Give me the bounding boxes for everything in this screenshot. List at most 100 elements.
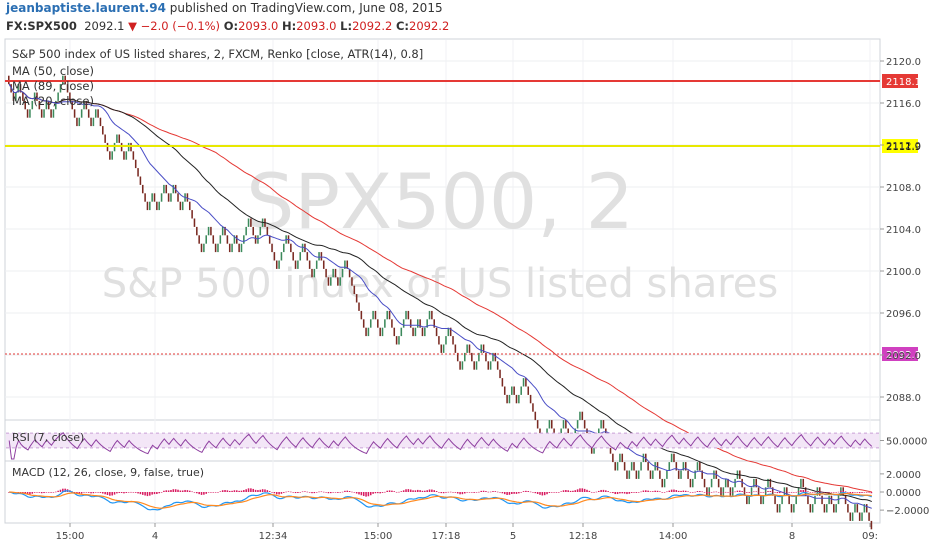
brick-down <box>271 243 273 253</box>
brick-up <box>781 495 783 505</box>
macd-hist-bar <box>661 492 663 493</box>
macd-hist-bar <box>412 490 414 492</box>
brick-down <box>153 193 156 202</box>
macd-hist-bar <box>360 492 363 496</box>
macd-hist-bar <box>38 492 41 493</box>
brick-down <box>703 478 706 488</box>
brick-down <box>583 420 586 429</box>
macd-hist-bar <box>80 492 83 494</box>
brick-up <box>854 504 856 513</box>
macd-hist-bar <box>433 490 435 492</box>
brick-down <box>409 319 412 328</box>
macd-hist-bar <box>369 492 372 496</box>
time-axis[interactable]: 15:00 4 12:34 15:00 17:18 5 12:18 14:00 8 09: <box>56 523 878 542</box>
brick-up <box>318 252 320 261</box>
brick-down <box>412 327 414 337</box>
macd-hist-bar <box>731 492 734 493</box>
macd-hist-bar <box>167 490 170 492</box>
macd-hist-bar <box>670 489 673 492</box>
brick-up <box>163 184 165 194</box>
brick-down <box>123 151 125 160</box>
macd-hist-bar <box>416 489 419 492</box>
grid <box>5 40 880 523</box>
brick-up <box>828 495 830 505</box>
brick-down <box>823 504 826 513</box>
macd-hist-bar <box>374 492 377 494</box>
brick-up <box>574 428 577 437</box>
brick-up <box>301 243 304 253</box>
x-tick-label: 5 <box>510 531 516 542</box>
ma50-line <box>8 83 872 503</box>
macd-hist-bar <box>795 491 797 493</box>
macd-hist-bar <box>104 492 106 495</box>
macd-hist-bar <box>788 491 790 493</box>
brick-up <box>475 361 478 370</box>
macd-hist-bar <box>800 490 802 492</box>
macd-hist-bar <box>163 490 165 492</box>
macd-hist-bar <box>776 492 779 494</box>
brick-up <box>402 319 405 328</box>
macd-hist-bar <box>355 492 358 494</box>
macd-hist-bar <box>605 490 607 492</box>
macd-hist-bar <box>668 490 671 492</box>
macd-hist-bar <box>708 492 711 494</box>
brick-down <box>290 243 292 253</box>
macd-hist-bar <box>623 492 626 494</box>
brick-down <box>374 310 377 320</box>
macd-hist-bar <box>464 492 466 494</box>
macd-hist-bar <box>92 492 95 494</box>
brick-down <box>687 470 689 479</box>
macd-hist-bar <box>724 491 727 493</box>
brick-down <box>193 218 196 227</box>
brick-up <box>466 344 468 353</box>
brick-down <box>97 109 99 118</box>
macd-hist-bar <box>478 491 480 493</box>
brick-down <box>755 478 758 488</box>
macd-hist-bar <box>426 490 428 492</box>
brick-down <box>22 92 24 101</box>
brick-down <box>320 252 323 261</box>
macd-hist-bar <box>170 489 172 492</box>
brick-up <box>62 75 64 85</box>
macd-hist-bar <box>372 492 374 494</box>
x-tick-label: 12:34 <box>259 531 288 542</box>
open-value: 2093.0 <box>238 19 279 33</box>
brick-up <box>94 109 97 118</box>
macd-hist-bar <box>513 492 515 494</box>
macd-hist-bar <box>294 492 297 494</box>
brick-down <box>325 268 327 278</box>
macd-hist-bar <box>692 492 694 493</box>
rsi-indicator <box>6 431 879 460</box>
brick-up <box>783 487 786 496</box>
brick-up <box>480 344 483 353</box>
brick-down <box>393 327 396 337</box>
brick-up <box>405 310 407 320</box>
brick-down <box>306 252 309 261</box>
brick-down <box>536 420 539 429</box>
macd-tick-label: −2.0000 <box>886 506 929 517</box>
macd-hist-bar <box>205 492 207 494</box>
macd-hist-bar <box>774 492 776 493</box>
macd-hist-bar <box>447 491 450 493</box>
macd-hist-bar <box>250 488 252 492</box>
macd-hist-bar <box>619 492 621 494</box>
price-axis[interactable]: 2120.0 2116.0 2112.0 2108.0 2104.0 2100.0 2096… <box>880 57 929 517</box>
macd-hist-bar <box>449 491 452 493</box>
macd-hist-bar <box>609 492 612 493</box>
brick-up <box>616 462 619 471</box>
macd-hist-bar <box>19 492 22 493</box>
brick-down <box>66 84 69 93</box>
author-name[interactable]: jeanbaptiste.laurent.94 <box>6 1 166 15</box>
brick-down <box>120 142 123 152</box>
macd-hist-bar <box>689 492 692 493</box>
macd-legend: MACD (12, 26, close, 9, false, true) <box>12 466 204 479</box>
brick-down <box>487 361 490 370</box>
macd-hist-bar <box>384 491 386 493</box>
brick-down <box>139 176 142 185</box>
brick-up <box>795 495 797 505</box>
brick-down <box>395 336 398 345</box>
macd-hist-bar <box>739 490 741 492</box>
brick-up <box>257 235 259 244</box>
macd-hist-bar <box>675 490 678 492</box>
